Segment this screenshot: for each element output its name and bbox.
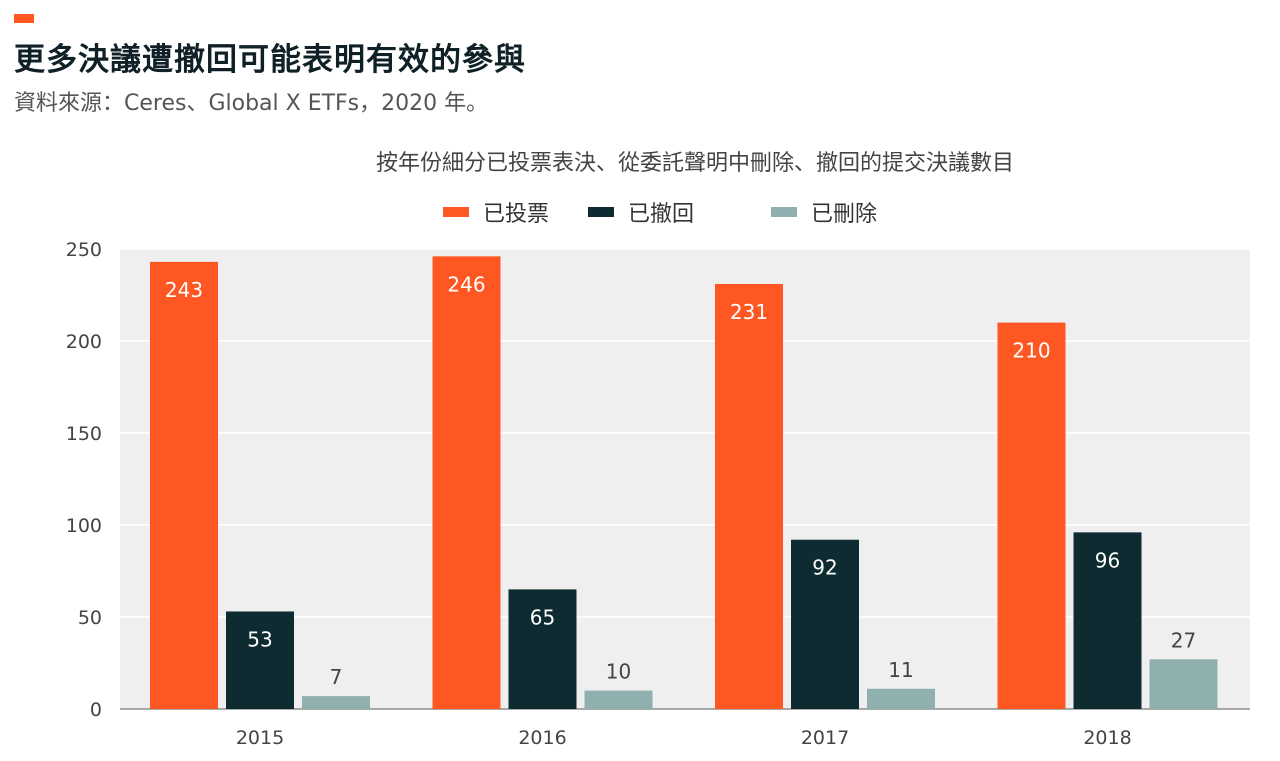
x-tick-label: 2017: [801, 727, 849, 749]
bar: [150, 261, 218, 709]
data-label: 243: [165, 278, 203, 302]
accent-bar: [14, 14, 34, 23]
page-title: 更多決議遭撤回可能表明有效的參與: [14, 42, 526, 78]
bar: [432, 256, 501, 709]
data-label: 53: [247, 627, 272, 651]
bar: [715, 283, 783, 709]
legend-label-withdrawn: 已撤回: [628, 202, 695, 227]
bar: [791, 539, 859, 709]
legend-item-withdrawn: 已撤回: [588, 197, 694, 227]
data-label: 7: [330, 665, 343, 689]
legend-item-voted: 已投票: [443, 197, 549, 227]
y-tick-label: 200: [66, 331, 102, 353]
x-tick-label: 2018: [1083, 727, 1131, 749]
bar: [1149, 659, 1218, 709]
x-tick-label: 2015: [236, 727, 284, 749]
legend-item-omitted: 已刪除: [771, 197, 877, 227]
data-label: 96: [1095, 548, 1120, 572]
bar: [867, 688, 935, 709]
chart-legend: 已投票 已撤回 已刪除: [0, 197, 1280, 231]
data-label: 92: [812, 556, 837, 580]
data-label: 246: [447, 272, 485, 296]
chart-title: 按年份細分已投票表決、從委託聲明中刪除、撤回的提交決議數目: [375, 151, 1014, 176]
y-tick-label: 0: [90, 699, 102, 721]
y-tick-label: 250: [66, 239, 102, 261]
bar: [584, 690, 653, 709]
legend-label-voted: 已投票: [483, 202, 550, 227]
bar: [226, 611, 294, 709]
data-label: 231: [730, 300, 768, 324]
source-note: 資料來源：Ceres、Global X ETFs，2020 年。: [14, 91, 489, 116]
bar: [508, 589, 577, 709]
bar: [302, 696, 370, 709]
y-tick-label: 50: [78, 607, 102, 629]
legend-label-omitted: 已刪除: [811, 202, 878, 227]
bar: [997, 322, 1066, 709]
data-label: 65: [530, 605, 555, 629]
legend-swatch-voted: [443, 207, 469, 217]
x-tick-label: 2016: [518, 727, 566, 749]
data-label: 27: [1171, 628, 1196, 652]
data-label: 10: [606, 660, 631, 684]
y-tick-label: 100: [66, 515, 102, 537]
data-label: 210: [1012, 339, 1050, 363]
legend-swatch-withdrawn: [588, 207, 614, 217]
data-label: 11: [888, 658, 913, 682]
bar: [1073, 532, 1142, 709]
y-tick-label: 150: [66, 423, 102, 445]
legend-swatch-omitted: [771, 207, 797, 217]
